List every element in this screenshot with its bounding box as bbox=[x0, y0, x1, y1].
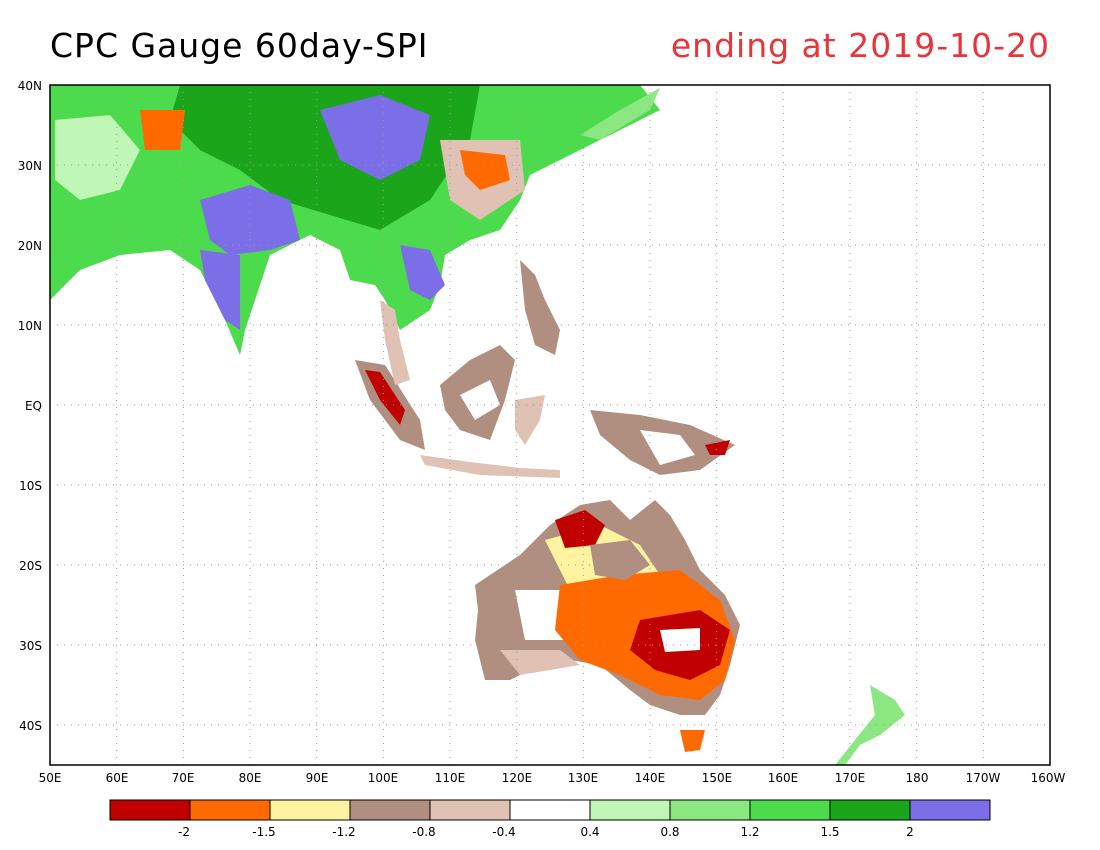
lon-label: 140E bbox=[635, 771, 666, 785]
china-east-dry bbox=[460, 150, 510, 190]
lat-label: 30S bbox=[19, 639, 42, 653]
legend-label: -1.2 bbox=[332, 825, 355, 839]
legend-swatch bbox=[189, 799, 271, 821]
lon-axis: 50E 60E 70E 80E 90E 100E 110E 120E 130E … bbox=[39, 771, 1066, 785]
legend-swatch bbox=[589, 799, 671, 821]
java bbox=[420, 455, 560, 478]
legend-label: 0.8 bbox=[660, 825, 679, 839]
australia-center-white bbox=[660, 628, 700, 652]
lon-label: 60E bbox=[106, 771, 129, 785]
indochina-purple bbox=[400, 245, 445, 300]
legend-swatch bbox=[509, 799, 591, 821]
lon-label: 160W bbox=[1031, 771, 1066, 785]
legend-swatch bbox=[109, 799, 191, 821]
philippines bbox=[520, 260, 560, 355]
sulawesi bbox=[515, 395, 545, 445]
west-pale bbox=[55, 115, 140, 200]
png-east-dry bbox=[705, 440, 730, 455]
lat-label: EQ bbox=[25, 399, 42, 413]
legend-label: 2 bbox=[906, 825, 914, 839]
legend-swatch bbox=[829, 799, 911, 821]
lat-label: 20S bbox=[19, 559, 42, 573]
legend-label: 0.4 bbox=[580, 825, 599, 839]
lat-label: 20N bbox=[18, 239, 42, 253]
legend-label: -2 bbox=[178, 825, 190, 839]
color-legend: -2 -1.5 -1.2 -0.8 -0.4 0.4 0.8 1.2 1.5 2 bbox=[109, 799, 991, 839]
lon-label: 170E bbox=[835, 771, 866, 785]
lon-label: 80E bbox=[239, 771, 262, 785]
lon-label: 130E bbox=[568, 771, 599, 785]
lat-label: 10S bbox=[19, 479, 42, 493]
lon-label: 100E bbox=[368, 771, 399, 785]
legend-swatch bbox=[269, 799, 351, 821]
australia-west-white bbox=[515, 590, 565, 640]
lon-label: 160E bbox=[768, 771, 799, 785]
legend-label: 1.2 bbox=[740, 825, 759, 839]
tibet-purple bbox=[320, 95, 430, 180]
legend-label: -1.5 bbox=[252, 825, 275, 839]
lon-label: 180 bbox=[906, 771, 929, 785]
legend-swatch bbox=[349, 799, 431, 821]
lon-label: 120E bbox=[502, 771, 533, 785]
legend-swatch bbox=[909, 799, 991, 821]
legend-swatch bbox=[429, 799, 511, 821]
lon-label: 150E bbox=[702, 771, 733, 785]
map-grid bbox=[50, 85, 1050, 765]
legend-label: 1.5 bbox=[820, 825, 839, 839]
tasmania bbox=[680, 730, 705, 752]
lat-label: 30N bbox=[18, 159, 42, 173]
new-guinea-light bbox=[640, 430, 695, 465]
legend-label: -0.8 bbox=[412, 825, 435, 839]
legend-swatch bbox=[749, 799, 831, 821]
japan bbox=[580, 88, 660, 140]
legend-label: -0.4 bbox=[492, 825, 515, 839]
sumatra-dry bbox=[365, 370, 405, 425]
lat-axis: 40N 30N 20N 10N EQ 10S 20S 30S 40S bbox=[18, 79, 42, 733]
legend-swatch bbox=[669, 799, 751, 821]
india-purple bbox=[200, 185, 300, 255]
borneo-light bbox=[460, 380, 500, 420]
map-title: CPC Gauge 60day-SPI bbox=[50, 26, 429, 65]
australia-brown-center bbox=[590, 540, 650, 580]
lon-label: 110E bbox=[435, 771, 466, 785]
lat-label: 40S bbox=[19, 719, 42, 733]
date-subtitle: ending at 2019-10-20 bbox=[670, 26, 1050, 65]
australia-pale bbox=[500, 650, 580, 675]
india-south bbox=[200, 250, 240, 330]
lat-label: 40N bbox=[18, 79, 42, 93]
malay bbox=[380, 300, 410, 385]
northwest-dry bbox=[140, 110, 185, 150]
lon-label: 70E bbox=[172, 771, 195, 785]
australia-nw-red bbox=[555, 510, 605, 548]
lon-label: 50E bbox=[39, 771, 62, 785]
lat-label: 10N bbox=[18, 319, 42, 333]
lon-label: 170W bbox=[966, 771, 1001, 785]
lon-label: 90E bbox=[306, 771, 329, 785]
map-frame bbox=[49, 84, 1051, 766]
